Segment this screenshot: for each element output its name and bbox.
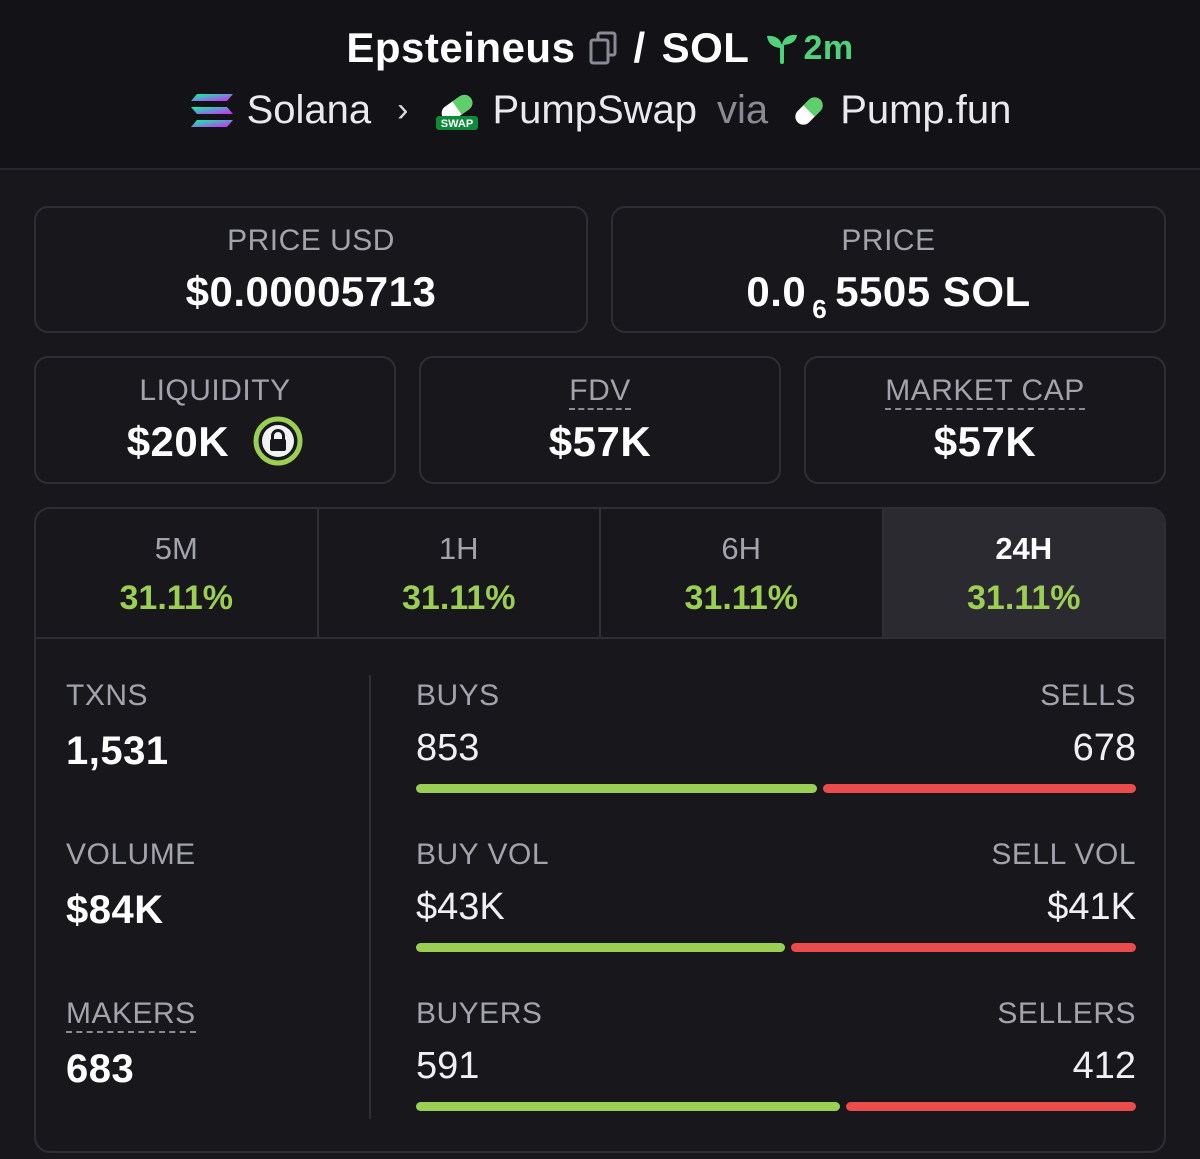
- txns-value: 1,531: [66, 729, 169, 773]
- makers-bar: [416, 1102, 1136, 1111]
- market-cap-value: $57K: [933, 418, 1037, 465]
- liquidity-card: LIQUIDITY $20K: [34, 356, 396, 484]
- price-usd-card: PRICE USD $0.00005713: [34, 206, 588, 333]
- tab-6h[interactable]: 6H 31.11%: [601, 509, 884, 637]
- buyers-bar: [416, 1102, 841, 1111]
- pair-age: 2m: [765, 29, 853, 68]
- buy-vol-value: $43K: [416, 886, 505, 928]
- quote-token: SOL: [661, 24, 750, 71]
- makers-value: 683: [66, 1047, 135, 1091]
- volume-bar: [416, 943, 1136, 952]
- sell-vol-bar: [790, 943, 1136, 952]
- pair-slash: /: [633, 24, 646, 71]
- makers-metric: MAKERS 683: [66, 997, 366, 1151]
- tab-1h-label: 1H: [438, 531, 479, 566]
- token-name: Epsteineus: [346, 24, 576, 71]
- buys-bar: [416, 784, 818, 793]
- price-suffix: 5505 SOL: [835, 268, 1031, 315]
- price-native-label: PRICE: [841, 224, 936, 257]
- buy-vol-label: BUY VOL: [416, 838, 550, 871]
- tab-24h-label: 24H: [995, 531, 1053, 566]
- breadcrumb-separator: ›: [397, 91, 409, 129]
- tab-6h-change: 31.11%: [684, 579, 798, 617]
- fdv-card: FDV $57K: [419, 356, 781, 484]
- liquidity-value-row: $20K: [36, 416, 394, 470]
- liquidity-label: LIQUIDITY: [139, 374, 291, 407]
- chain-breadcrumb: Solana › SWAP PumpSwap via Pump.fun: [0, 88, 1200, 133]
- volume-value: $84K: [66, 888, 164, 932]
- buys-sells-bar: [416, 784, 1136, 793]
- launchpad-link[interactable]: Pump.fun: [840, 88, 1012, 132]
- tab-5m-change: 31.11%: [119, 579, 233, 617]
- timeframe-tabs: 5M 31.11% 1H 31.11% 6H 31.11% 24H 31.11%: [36, 509, 1164, 639]
- volume-label: VOLUME: [66, 838, 196, 871]
- lock-icon[interactable]: [253, 416, 303, 466]
- tab-5m-label: 5M: [154, 531, 198, 566]
- price-usd-label: PRICE USD: [227, 224, 395, 257]
- makers-split: BUYERS SELLERS 591 412: [416, 997, 1136, 1151]
- pumpfun-icon: [790, 92, 828, 130]
- buys-sells-split: BUYS SELLS 853 678: [416, 679, 1136, 838]
- market-cap-label[interactable]: MARKET CAP: [806, 374, 1164, 410]
- seedling-icon: [767, 34, 798, 64]
- makers-label[interactable]: MAKERS: [66, 997, 366, 1033]
- fdv-label[interactable]: FDV: [421, 374, 779, 410]
- chain-link[interactable]: Solana: [246, 88, 372, 132]
- tab-1h[interactable]: 1H 31.11%: [319, 509, 601, 637]
- stats-panel: 5M 31.11% 1H 31.11% 6H 31.11% 24H 31.11%…: [34, 507, 1166, 1153]
- sellers-label: SELLERS: [997, 997, 1136, 1030]
- sells-value: 678: [1072, 727, 1136, 769]
- price-native-value: 0.0 6 5505 SOL: [613, 268, 1164, 324]
- txns-label: TXNS: [66, 679, 149, 712]
- dex-link[interactable]: PumpSwap: [492, 88, 698, 132]
- buy-vol-bar: [416, 943, 785, 952]
- pumpswap-icon: SWAP: [434, 90, 480, 132]
- totals-column: TXNS 1,531 VOLUME $84K MAKERS 683: [66, 679, 366, 1151]
- volume-split: BUY VOL SELL VOL $43K $41K: [416, 838, 1136, 997]
- volume-metric: VOLUME $84K: [66, 838, 366, 997]
- swap-badge-text: SWAP: [441, 118, 473, 130]
- sell-vol-value: $41K: [1047, 886, 1136, 928]
- sell-vol-label: SELL VOL: [991, 838, 1136, 871]
- liquidity-value: $20K: [126, 418, 230, 465]
- sells-label: SELLS: [1040, 679, 1136, 712]
- price-prefix: 0.0: [746, 268, 807, 315]
- price-usd-value: $0.00005713: [185, 268, 437, 315]
- sellers-value: 412: [1072, 1045, 1136, 1087]
- fdv-value: $57K: [548, 418, 652, 465]
- buys-value: 853: [416, 727, 480, 769]
- buyers-value: 591: [416, 1045, 480, 1087]
- age-value: 2m: [803, 28, 854, 67]
- via-label: via: [717, 88, 769, 132]
- pair-title: Epsteineus / SOL 2m: [0, 24, 1200, 72]
- buyers-label: BUYERS: [416, 997, 543, 1030]
- tab-5m[interactable]: 5M 31.11%: [36, 509, 319, 637]
- sellers-bar: [846, 1102, 1136, 1111]
- split-column: BUYS SELLS 853 678 BUY VOL SELL VOL $43K…: [416, 679, 1136, 1151]
- tab-1h-change: 31.11%: [402, 579, 516, 617]
- txns-metric: TXNS 1,531: [66, 679, 366, 838]
- tab-24h-change: 31.11%: [967, 579, 1081, 617]
- buys-label: BUYS: [416, 679, 500, 712]
- price-native-card: PRICE 0.0 6 5505 SOL: [611, 206, 1166, 333]
- copy-icon[interactable]: [589, 31, 617, 65]
- pair-header: Epsteineus / SOL 2m: [0, 0, 1200, 170]
- sells-bar: [823, 784, 1136, 793]
- tab-24h[interactable]: 24H 31.11%: [883, 509, 1164, 637]
- tab-6h-label: 6H: [721, 531, 762, 566]
- price-zero-count: 6: [812, 294, 828, 324]
- column-divider: [369, 675, 371, 1119]
- market-cap-card: MARKET CAP $57K: [804, 356, 1166, 484]
- solana-icon: [189, 92, 235, 130]
